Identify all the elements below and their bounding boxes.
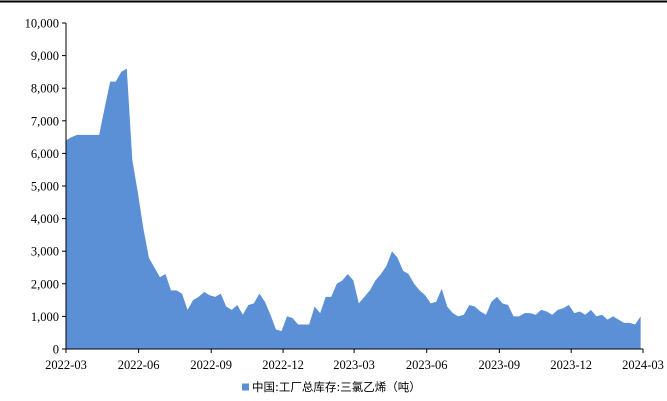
- x-axis: 2022-03 2022-06 2022-09 2022-12 2023-03 2023-…: [45, 349, 664, 372]
- y-axis: 0 1,000 2,000 3,000 4,000 5,000 6,000 7,000 8,00…: [25, 17, 66, 357]
- y-tick-label: 2,000: [31, 277, 59, 291]
- y-tick-label: 9,000: [31, 49, 59, 63]
- area-series-0: [66, 68, 641, 349]
- y-tick-label: 10,000: [25, 17, 59, 31]
- x-tick-label: 2022-12: [262, 358, 304, 372]
- x-tick-label: 2023-12: [550, 358, 592, 372]
- legend-swatch: [242, 383, 249, 391]
- x-tick-label: 2023-06: [406, 358, 448, 372]
- x-tick-label: 2023-09: [479, 358, 521, 372]
- y-tick-label: 6,000: [31, 147, 59, 161]
- x-tick-label: 2023-03: [333, 358, 375, 372]
- x-tick-label: 2022-06: [118, 358, 160, 372]
- y-tick-label: 7,000: [31, 114, 59, 128]
- y-tick-label: 3,000: [31, 245, 59, 259]
- x-tick-label: 2022-09: [190, 358, 232, 372]
- y-tick-label: 1,000: [31, 310, 59, 324]
- legend: 中国:工厂总库存:三氯乙烯（吨）: [242, 380, 421, 394]
- y-tick-label: 8,000: [31, 82, 59, 96]
- y-tick-label: 0: [53, 343, 59, 357]
- y-tick-label: 4,000: [31, 212, 59, 226]
- area-layer: [66, 68, 641, 349]
- x-tick-label: 2024-03: [622, 358, 664, 372]
- legend-label: 中国:工厂总库存:三氯乙烯（吨）: [252, 380, 421, 394]
- x-tick-label: 2022-03: [45, 358, 87, 372]
- y-tick-label: 5,000: [31, 180, 59, 194]
